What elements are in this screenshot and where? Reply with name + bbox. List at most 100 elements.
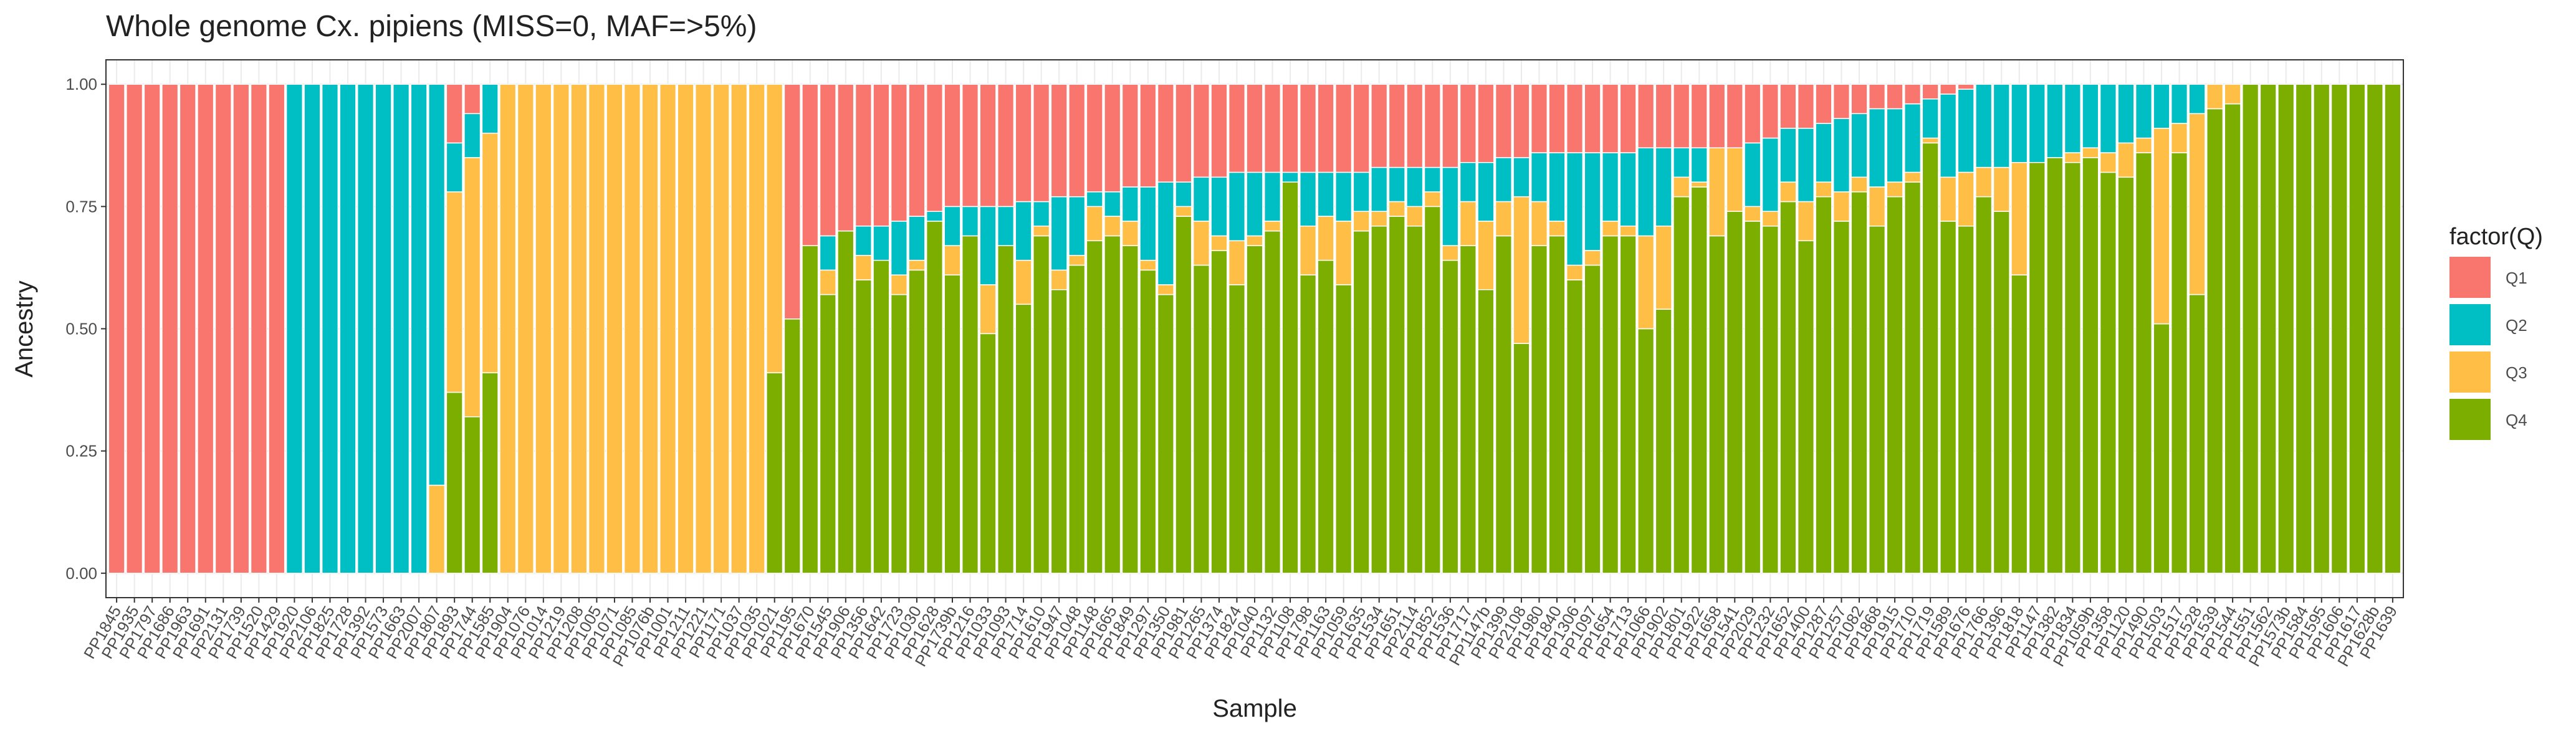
bar-segment (1068, 196, 1086, 256)
bar-segment (1940, 176, 1957, 222)
bar-segment (1317, 84, 1334, 173)
bar-segment (304, 84, 321, 574)
y-tick-label: 0.75 (65, 197, 97, 216)
bar-segment (1477, 162, 1495, 222)
bar-segment (1424, 206, 1441, 574)
bar-segment (588, 84, 606, 574)
bar-segment (1459, 84, 1477, 163)
bar-segment (2330, 84, 2348, 574)
bar-segment (1050, 289, 1068, 574)
bar-segment (944, 274, 961, 574)
bar-segment (535, 84, 552, 574)
bar-segment (926, 211, 944, 222)
bar-segment (890, 84, 907, 222)
bar-segment (1957, 88, 1975, 173)
bar-segment (2313, 84, 2330, 574)
bar-segment (2099, 152, 2117, 173)
bar-segment (1744, 221, 1761, 574)
bar-segment (1619, 152, 1637, 227)
bar-segment (1442, 245, 1459, 261)
bar-segment (2224, 84, 2241, 105)
bar-segment (2064, 152, 2081, 163)
bar-segment (819, 294, 836, 574)
bar-segment (997, 245, 1015, 574)
bar-segment (2082, 157, 2099, 574)
bar-segment (197, 84, 214, 574)
bar-segment (2064, 162, 2081, 574)
bar-segment (1210, 250, 1228, 574)
bar-segment (802, 245, 819, 574)
bar-segment (1530, 201, 1548, 246)
bar-segment (126, 84, 143, 574)
bar-segment (1779, 84, 1797, 129)
bar-segment (2188, 84, 2206, 115)
bar-segment (1175, 216, 1192, 574)
bar-segment (1406, 225, 1424, 574)
bar-segment (1015, 201, 1032, 261)
bar-segment (2135, 152, 2153, 574)
bar-segment (2153, 84, 2170, 129)
bar-segment (1495, 201, 1512, 237)
bar-segment (1708, 235, 1726, 574)
bar-segment (1104, 191, 1121, 217)
bar-segment (1637, 147, 1655, 237)
bar-segment (2366, 84, 2383, 574)
y-axis-label: Ancestry (11, 280, 38, 378)
bar-segment (819, 235, 836, 271)
bar-segment (1246, 171, 1263, 237)
bar-segment (944, 245, 961, 275)
bar-segment (1406, 166, 1424, 208)
bar-segment (1246, 235, 1263, 246)
bar-segment (1015, 259, 1032, 305)
bar-segment (1263, 84, 1281, 173)
bar-segment (2135, 84, 2153, 139)
bar-segment (1868, 186, 1886, 227)
bar-segment (1904, 171, 1922, 183)
bar-segment (837, 84, 855, 232)
bar-segment (1940, 84, 1957, 95)
legend-key (2449, 351, 2491, 393)
bar-segment (214, 84, 232, 574)
bar-segment (2046, 84, 2064, 158)
bar-segment (2028, 84, 2046, 163)
bar-segment (321, 84, 339, 574)
bar-segment (1317, 259, 1334, 574)
bar-segment (1566, 84, 1584, 153)
bar-segment (2082, 147, 2099, 158)
bar-segment (659, 84, 677, 574)
bar-segment (1157, 181, 1174, 285)
bar-segment (1353, 230, 1370, 574)
bar-segment (1530, 245, 1548, 574)
bar-segment (1584, 152, 1601, 251)
bar-segment (268, 84, 285, 574)
bar-segment (179, 84, 196, 574)
bar-segment (1673, 196, 1690, 574)
bar-segment (926, 84, 944, 212)
x-axis-label: Sample (1212, 695, 1297, 722)
bar-segment (2011, 274, 2028, 574)
bar-segment (1424, 166, 1441, 193)
bar-segment (944, 206, 961, 246)
bar-segment (1690, 84, 1708, 148)
bar-segment (979, 333, 997, 574)
bar-segment (1086, 240, 1103, 574)
bar-segment (1228, 84, 1246, 173)
bar-segment (1761, 84, 1779, 139)
legend-key (2449, 304, 2491, 345)
bar-segment (1530, 84, 1548, 153)
bar-segment (1121, 245, 1139, 574)
bar-segment (1033, 235, 1050, 574)
bar-segment (641, 84, 659, 574)
bar-segment (2224, 103, 2241, 574)
bar-segment (855, 225, 872, 256)
bar-segment (1335, 171, 1353, 222)
bar-segment (1851, 191, 1868, 574)
bar-segment (2011, 84, 2028, 163)
bar-segment (1050, 269, 1068, 290)
bar-segment (1033, 84, 1050, 203)
bar-segment (517, 84, 534, 574)
bar-segment (1388, 216, 1405, 574)
bar-segment (1192, 84, 1210, 178)
bar-segment (890, 221, 907, 275)
